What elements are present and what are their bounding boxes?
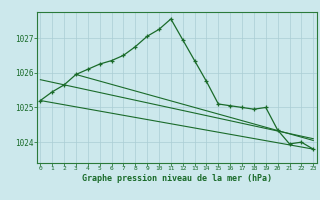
X-axis label: Graphe pression niveau de la mer (hPa): Graphe pression niveau de la mer (hPa) [82,174,272,183]
